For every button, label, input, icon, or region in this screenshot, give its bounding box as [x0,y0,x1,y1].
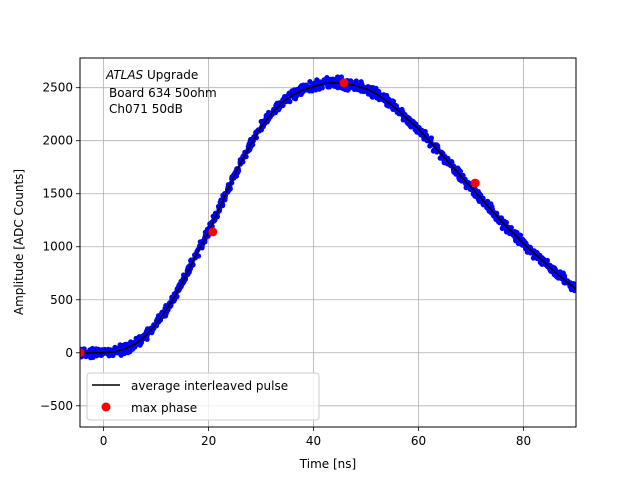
y-tick-label: 1000 [42,240,73,254]
legend-label-average: average interleaved pulse [131,379,288,393]
atlas-annotation-line2: Board 634 50ohm [109,86,217,100]
atlas-annotation-line1: ATLAS Upgrade [105,68,198,82]
sample-point [405,120,411,127]
y-tick-label: 2000 [42,134,73,148]
y-axis-label: Amplitude [ADC Counts] [12,169,26,315]
sample-point [248,136,254,143]
sample-point [369,94,375,100]
sample-point [499,225,505,231]
sample-point [373,87,379,93]
sample-point [446,161,452,167]
plot-frame [79,57,577,428]
sample-point [355,87,361,93]
max-phase-layer [80,78,480,358]
sample-point [353,79,359,85]
sample-point [568,287,575,293]
sample-point [127,349,133,355]
x-tick-label: 0 [100,434,108,448]
atlas-italic-text: ATLAS [105,68,144,82]
sample-point [297,84,303,90]
average-pulse-layer [80,82,576,354]
max-phase-point [470,178,480,188]
sample-point [122,341,128,347]
legend-dot-swatch [101,402,111,412]
sample-point [507,230,513,237]
sample-point [312,80,318,86]
y-axis-ticks: −500 0 500 1000 1500 2000 2500 [40,81,80,413]
sample-point [560,270,566,276]
x-axis-label: Time [ns] [299,457,356,471]
x-tick-label: 80 [516,434,531,448]
x-tick-label: 20 [201,434,216,448]
sample-point [317,79,323,85]
atlas-upgrade-text: Upgrade [143,68,198,82]
x-tick-label: 60 [411,434,426,448]
x-axis-ticks: 0 20 40 60 80 [100,427,531,448]
sample-point [384,92,390,99]
sample-point [87,347,93,353]
sample-point [291,87,297,93]
sample-point [96,348,103,354]
grid [80,58,576,427]
sample-point [517,232,524,238]
y-tick-label: 500 [50,293,73,307]
atlas-annotation-line3: Ch071 50dB [109,102,183,116]
sample-point [151,322,157,328]
max-phase-point [80,348,85,358]
sample-points [80,74,576,361]
legend: average interleaved pulse max phase [86,372,320,421]
max-phase-point [339,78,349,88]
y-tick-label: 1500 [42,187,73,201]
average-pulse-line [80,82,576,354]
y-tick-label: 0 [65,346,73,360]
legend-box [86,372,320,421]
y-tick-label: −500 [40,399,73,413]
y-tick-label: 2500 [42,81,73,95]
max-phase-point [208,227,218,237]
sample-point [335,85,341,91]
sample-point [91,346,97,353]
sample-point [94,353,100,359]
legend-label-max-phase: max phase [131,401,197,415]
x-tick-label: 40 [306,434,321,448]
